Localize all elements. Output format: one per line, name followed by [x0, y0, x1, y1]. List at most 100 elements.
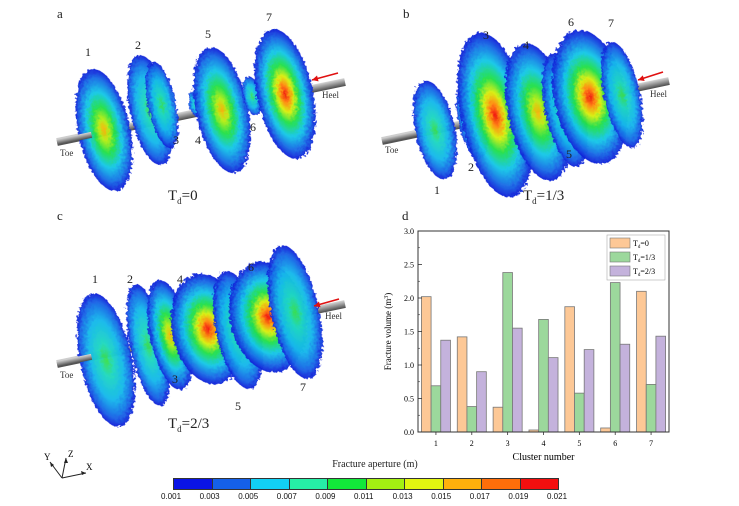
legend-subscript: d — [638, 259, 641, 264]
colorbar-segment — [482, 479, 521, 489]
td-subscript: d — [532, 196, 537, 206]
td-symbol: T — [168, 416, 178, 432]
legend-symbol: T — [633, 239, 638, 248]
heel-label: Heel — [325, 311, 342, 321]
bar-Td13-cluster-6 — [609, 282, 621, 433]
bar-Td0-cluster-5 — [564, 306, 575, 433]
legend-symbol: T — [633, 253, 638, 262]
cluster-label: 4 — [195, 133, 201, 147]
colorbar-segment — [212, 479, 251, 489]
injection-arrow-head-icon — [312, 75, 319, 82]
cluster-label: 1 — [85, 45, 91, 59]
cluster-label: 7 — [608, 16, 614, 30]
legend-subscript: d — [638, 273, 641, 278]
colorbar-ticks: 0.001 0.003 0.005 0.007 0.009 0.011 0.013 0.015… — [161, 492, 567, 504]
cluster-label: 4 — [523, 38, 529, 52]
colorbar-tick-label: 0.013 — [392, 492, 413, 501]
legend-value: =2/3 — [640, 267, 655, 276]
bar-Td0-cluster-1 — [421, 296, 432, 433]
y-tick-label: 1.0 — [404, 361, 414, 370]
colorbar-segment — [405, 479, 444, 489]
colorbar-tick-label: 0.019 — [508, 492, 529, 501]
legend-entry: Td=0 — [633, 239, 649, 250]
bar-Td13-cluster-5 — [574, 392, 585, 433]
cluster-label: 1 — [434, 183, 440, 197]
legend-value: =1/3 — [640, 253, 655, 262]
bar-Td23-cluster-1 — [440, 339, 451, 433]
cluster-label: 6 — [250, 120, 256, 134]
bar-Td23-cluster-6 — [619, 343, 631, 433]
x-tick-label: 2 — [470, 439, 474, 448]
bar-Td23-cluster-4 — [547, 357, 559, 433]
injection-arrow-head-icon — [314, 301, 321, 308]
fracture-cluster-2 — [126, 284, 170, 406]
y-tick-label: 0.5 — [404, 395, 414, 404]
bar-Td13-cluster-2 — [466, 406, 478, 433]
x-tick-label: 7 — [649, 439, 653, 448]
fracture-cluster-3 — [145, 61, 179, 149]
legend-value: =0 — [640, 239, 649, 248]
colorbar-tick-label: 0.015 — [431, 492, 452, 501]
cluster-label: 2 — [127, 272, 133, 286]
injection-arrow-head-icon — [638, 75, 645, 82]
colorbar-tick-label: 0.009 — [315, 492, 336, 501]
cluster-label: 6 — [248, 260, 254, 274]
colorbar-tick-label: 0.001 — [161, 492, 182, 501]
cluster-label: 7 — [266, 10, 272, 24]
cluster-label: 2 — [468, 160, 474, 174]
render-panel-b — [381, 30, 670, 198]
bar-Td23-cluster-3 — [512, 327, 523, 433]
cluster-label: 4 — [177, 272, 183, 286]
colorbar-tick-label: 0.011 — [354, 492, 374, 501]
y-tick-label: 3.0 — [404, 227, 414, 236]
colorbar-tick-label: 0.021 — [547, 492, 568, 501]
render-panel-c — [56, 245, 346, 427]
x-tick-label: 4 — [542, 439, 546, 448]
bar-Td13-cluster-1 — [430, 385, 442, 433]
x-tick-label: 1 — [434, 439, 438, 448]
colorbar-segment — [174, 479, 213, 489]
cluster-label: 6 — [568, 15, 574, 29]
td-label: Td=2/3 — [168, 416, 209, 434]
fracture-cluster-7 — [601, 42, 643, 148]
bar-Td13-cluster-3 — [502, 272, 513, 433]
bar-Td0-cluster-6 — [600, 427, 611, 433]
y-axis-label-main: Fracture volume (m — [383, 299, 393, 370]
colorbar-segment — [251, 479, 290, 489]
fracture-cluster-1 — [75, 69, 133, 191]
cluster-label: 5 — [235, 399, 241, 413]
bar-Td23-cluster-7 — [655, 335, 666, 433]
td-value: =1/3 — [536, 188, 565, 204]
bar-Td0-cluster-3 — [492, 406, 504, 433]
heel-label: Heel — [650, 89, 667, 99]
x-tick-label: 6 — [613, 439, 617, 448]
bar-Td13-cluster-4 — [538, 319, 549, 433]
colorbar-segment — [328, 479, 367, 489]
td-subscript: d — [177, 424, 182, 434]
td-symbol: T — [168, 188, 178, 204]
render-panel-a — [56, 29, 346, 191]
legend-swatch — [609, 251, 631, 263]
axes-triad: Y Z X — [44, 449, 93, 479]
legend-swatch — [609, 237, 631, 249]
fracture-cluster-1 — [76, 293, 136, 427]
y-axis-label-end: ) — [383, 293, 393, 296]
td-label: Td=1/3 — [523, 188, 564, 206]
td-label: Td=0 — [168, 188, 198, 206]
x-tick-label: 5 — [577, 439, 581, 448]
td-symbol: T — [523, 188, 533, 204]
y-axis-label: Fracture volume (m3) — [383, 293, 393, 370]
chart-legend: Td=0Td=1/3Td=2/3 — [606, 234, 666, 281]
wellbore-pipe-front — [56, 131, 93, 145]
y-tick-label: 1.5 — [404, 328, 414, 337]
cluster-label: 5 — [205, 27, 211, 41]
legend-entry: Td=2/3 — [633, 267, 655, 278]
colorbar-tick-label: 0.005 — [238, 492, 259, 501]
legend-subscript: d — [638, 245, 641, 250]
cluster-label: 5 — [566, 147, 572, 161]
cluster-label: 3 — [483, 28, 489, 42]
colorbar-tick-label: 0.017 — [469, 492, 490, 501]
toe-label: Toe — [60, 148, 74, 158]
legend-entry: Td=1/3 — [633, 253, 655, 264]
cluster-label: 3 — [173, 133, 179, 147]
